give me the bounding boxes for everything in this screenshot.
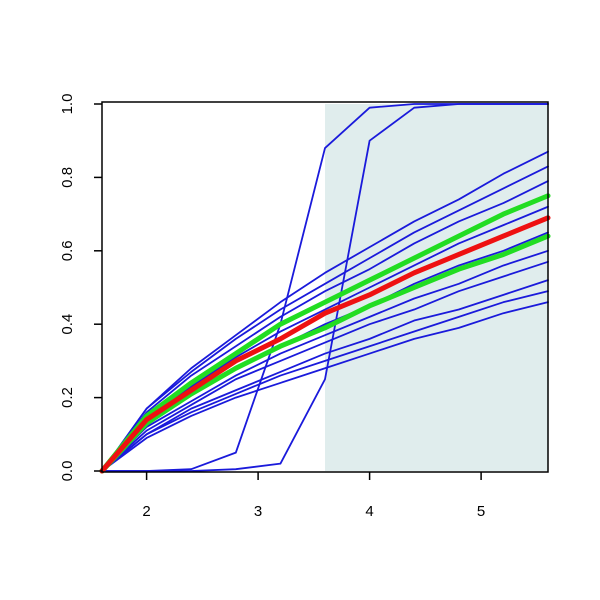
shaded-region	[325, 104, 548, 471]
y-tick-label: 0.8	[59, 167, 76, 188]
curve	[101, 279, 549, 472]
x-tick-label: 4	[365, 503, 373, 520]
curve	[101, 180, 549, 472]
y-tick-label: 0.6	[59, 240, 76, 261]
plot-box	[101, 101, 549, 473]
curve	[101, 165, 549, 472]
x-tick-label: 5	[477, 503, 485, 520]
curve	[101, 150, 549, 472]
curve	[101, 103, 549, 472]
x-tick-label: 3	[254, 503, 262, 520]
curve	[101, 260, 549, 472]
curve	[101, 301, 549, 472]
y-tick-label: 0.4	[59, 314, 76, 335]
y-tick-label: 0.2	[59, 387, 76, 408]
y-tick-label: 0.0	[59, 461, 76, 482]
curve	[99, 193, 551, 474]
curve	[101, 249, 549, 472]
x-tick-label: 2	[142, 503, 150, 520]
curve	[101, 290, 549, 472]
y-tick-label: 1.0	[59, 94, 76, 115]
curve	[99, 215, 551, 474]
curve	[99, 233, 551, 474]
